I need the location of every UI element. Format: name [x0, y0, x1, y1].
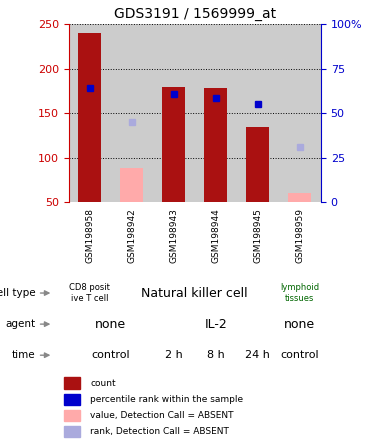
Text: 24 h: 24 h: [245, 350, 270, 360]
Bar: [246, 127, 269, 202]
Bar: [120, 168, 143, 202]
Bar: [162, 87, 186, 202]
Text: none: none: [95, 317, 126, 331]
Text: GSM198942: GSM198942: [127, 208, 136, 263]
Bar: [64, 410, 80, 421]
Text: GSM198943: GSM198943: [169, 208, 178, 263]
Text: Natural killer cell: Natural killer cell: [141, 286, 248, 300]
Text: GSM198944: GSM198944: [211, 208, 220, 263]
Text: IL-2: IL-2: [204, 317, 227, 331]
Text: none: none: [284, 317, 315, 331]
Text: GSM198945: GSM198945: [253, 208, 262, 263]
Text: percentile rank within the sample: percentile rank within the sample: [90, 395, 243, 404]
Text: cell type: cell type: [0, 288, 36, 298]
Text: control: control: [280, 350, 319, 360]
Bar: [64, 377, 80, 389]
Title: GDS3191 / 1569999_at: GDS3191 / 1569999_at: [114, 7, 276, 20]
Bar: [288, 193, 312, 202]
Bar: [64, 426, 80, 437]
Text: time: time: [12, 350, 36, 360]
Text: GSM198959: GSM198959: [295, 208, 304, 263]
Text: GSM198958: GSM198958: [85, 208, 94, 263]
Text: control: control: [91, 350, 130, 360]
Text: 2 h: 2 h: [165, 350, 183, 360]
Text: value, Detection Call = ABSENT: value, Detection Call = ABSENT: [90, 411, 234, 420]
Bar: [64, 393, 80, 405]
Bar: [78, 33, 101, 202]
Text: agent: agent: [6, 319, 36, 329]
Text: rank, Detection Call = ABSENT: rank, Detection Call = ABSENT: [90, 427, 229, 436]
Text: lymphoid
tissues: lymphoid tissues: [280, 283, 319, 303]
Text: CD8 posit
ive T cell: CD8 posit ive T cell: [69, 283, 110, 303]
Text: count: count: [90, 379, 116, 388]
Text: 8 h: 8 h: [207, 350, 225, 360]
Bar: [204, 88, 227, 202]
